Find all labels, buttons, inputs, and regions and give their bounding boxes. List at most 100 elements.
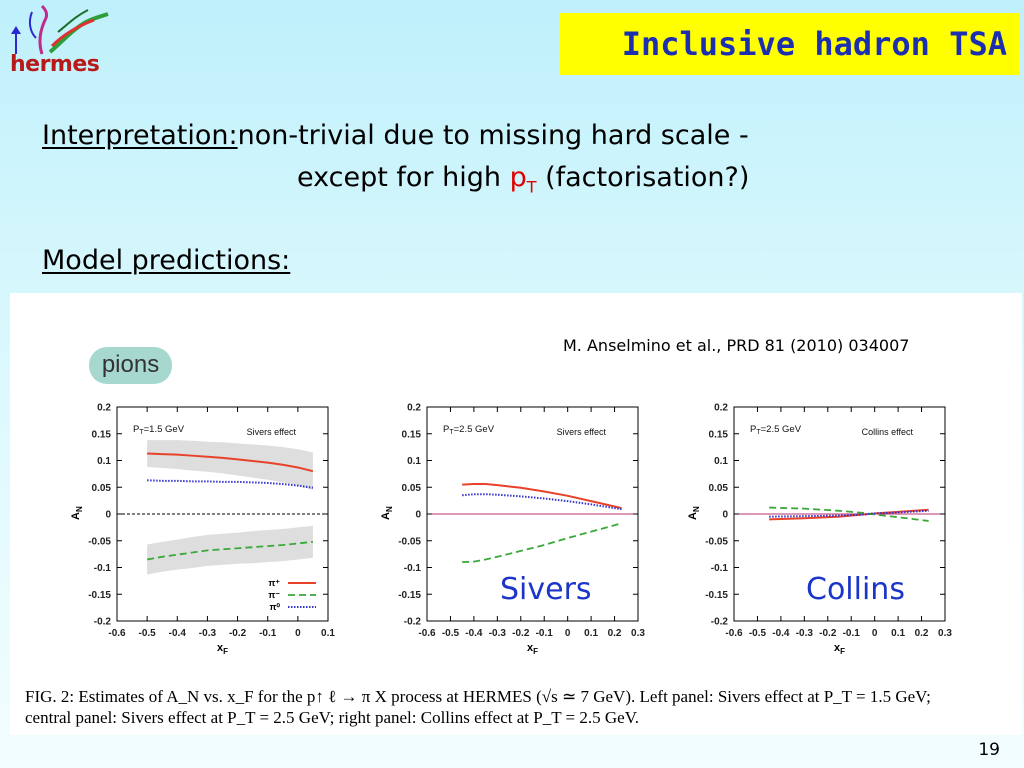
page-number: 19 [978, 740, 1000, 760]
x-axis-label: xF [834, 642, 845, 656]
y-tick-label: 0.15 [402, 429, 422, 440]
series-line-1 [462, 522, 622, 564]
interpretation-line-1: Interpretation:non-trivial due to missin… [42, 120, 749, 151]
x-tick-label: -0.5 [139, 628, 157, 639]
x-tick-label: 0.2 [915, 628, 929, 639]
series-line-0 [462, 483, 622, 510]
x-tick-label: -0.5 [749, 628, 767, 639]
y-tick-label: 0.1 [714, 456, 728, 467]
slide-title: Inclusive hadron TSA [621, 25, 1007, 63]
y-tick-label: 0.1 [97, 456, 111, 467]
y-tick-label: -0.2 [94, 617, 112, 628]
x-axis-label: xF [217, 642, 228, 656]
interpretation-text-2-post: (factorisation?) [536, 162, 750, 193]
y-axis-label: AN [70, 506, 84, 520]
y-tick-label: -0.15 [398, 590, 421, 601]
y-tick-label: -0.15 [705, 590, 728, 601]
series-line-2 [147, 479, 314, 489]
x-tick-label: -0.4 [772, 628, 790, 639]
y-tick-label: 0 [105, 510, 111, 521]
y-tick-label: 0.15 [709, 429, 729, 440]
x-tick-label: 0 [565, 628, 571, 639]
y-tick-label: -0.15 [88, 590, 111, 601]
panel-label-rest: =2.5 GeV [454, 424, 495, 435]
y-axis-label-sub: N [75, 506, 84, 512]
y-tick-label: 0.2 [97, 403, 111, 414]
hermes-logo: hermes [2, 2, 112, 82]
pions-badge: pions [89, 347, 172, 384]
x-tick-label: -0.2 [819, 628, 837, 639]
panel-label-sub: T [449, 429, 454, 436]
series-line-1 [146, 540, 314, 561]
panel-label-rest: =1.5 GeV [144, 424, 185, 435]
x-tick-label: -0.2 [229, 628, 247, 639]
y-tick-label: -0.2 [404, 617, 422, 628]
x-tick-label: -0.2 [512, 628, 530, 639]
caption-line-2: central panel: Sivers effect at P_T = 2.… [25, 708, 640, 727]
interpretation-label: Interpretation: [42, 120, 238, 151]
x-tick-label: -0.4 [169, 628, 187, 639]
x-tick-label: 0.3 [938, 628, 952, 639]
y-axis-label: AN [687, 506, 701, 520]
y-tick-label: 0 [415, 510, 421, 521]
panel-label: PT=2.5 GeV [443, 424, 495, 436]
y-tick-label: 0 [722, 510, 728, 521]
y-tick-label: 0.05 [709, 483, 729, 494]
y-axis-label: AN [380, 506, 394, 520]
x-tick-label: -0.6 [108, 628, 126, 639]
x-tick-label: -0.6 [725, 628, 743, 639]
figure-caption: FIG. 2: Estimates of A_N vs. x_F for the… [25, 686, 1015, 728]
x-tick-label: -0.4 [465, 628, 483, 639]
sivers-label: Sivers [500, 572, 592, 607]
y-tick-label: -0.1 [404, 563, 422, 574]
x-tick-label: -0.1 [536, 628, 554, 639]
y-tick-label: 0.15 [92, 429, 112, 440]
interpretation-line-2: except for high pT (factorisation?) [297, 162, 749, 196]
series-line-1 [769, 506, 929, 522]
effect-label: Sivers effect [247, 427, 297, 437]
x-tick-label: -0.1 [843, 628, 861, 639]
y-tick-label: 0.2 [407, 403, 421, 414]
title-box: Inclusive hadron TSA [560, 13, 1019, 75]
panel-label: PT=1.5 GeV [133, 424, 185, 436]
error-band-0 [147, 440, 313, 490]
x-tick-label: -0.1 [259, 628, 277, 639]
y-axis-label-sub: N [385, 506, 394, 512]
x-tick-label: 0.1 [584, 628, 598, 639]
x-tick-label: -0.3 [796, 628, 814, 639]
logo-text: hermes [10, 52, 100, 77]
interpretation-text-1: non-trivial due to missing hard scale - [237, 120, 749, 151]
x-axis-label: xF [527, 642, 538, 656]
effect-label: Sivers effect [557, 427, 607, 437]
series-line-0 [147, 452, 314, 473]
x-tick-label: 0.1 [891, 628, 905, 639]
x-tick-label: -0.5 [442, 628, 460, 639]
legend-label-0: π⁺ [268, 578, 280, 588]
y-tick-label: 0.1 [407, 456, 421, 467]
x-tick-label: -0.6 [418, 628, 436, 639]
y-tick-label: 0.05 [92, 483, 112, 494]
y-tick-label: -0.05 [705, 536, 728, 547]
x-tick-label: -0.3 [199, 628, 217, 639]
x-tick-label: 0 [872, 628, 878, 639]
x-tick-label: 0.1 [321, 628, 335, 639]
y-tick-label: -0.05 [398, 536, 421, 547]
y-tick-label: -0.1 [711, 563, 729, 574]
x-tick-label: 0.2 [608, 628, 622, 639]
chart-right-collins-2-5gev: 0.20.150.10.050-0.05-0.1-0.15-0.2-0.6 -0.… [687, 403, 952, 657]
y-tick-label: -0.2 [711, 617, 729, 628]
chart-center-sivers-2-5gev: 0.20.150.10.050-0.05-0.1-0.15-0.2-0.6 -0.… [380, 403, 645, 657]
effect-label: Collins effect [862, 427, 914, 437]
y-tick-label: 0.05 [402, 483, 422, 494]
x-axis-label-sub: F [840, 647, 845, 656]
pt-subscript: T [526, 177, 537, 197]
y-tick-label: -0.05 [88, 536, 111, 547]
hermes-logo-graphic [11, 4, 109, 55]
x-tick-label: -0.3 [489, 628, 507, 639]
panel-label: PT=2.5 GeV [750, 424, 802, 436]
pt-symbol: pT [510, 162, 537, 197]
series-line-2 [462, 493, 622, 511]
x-tick-label: 0 [295, 628, 301, 639]
legend-label-1: π⁻ [268, 590, 280, 600]
y-axis-label-sub: N [692, 506, 701, 512]
